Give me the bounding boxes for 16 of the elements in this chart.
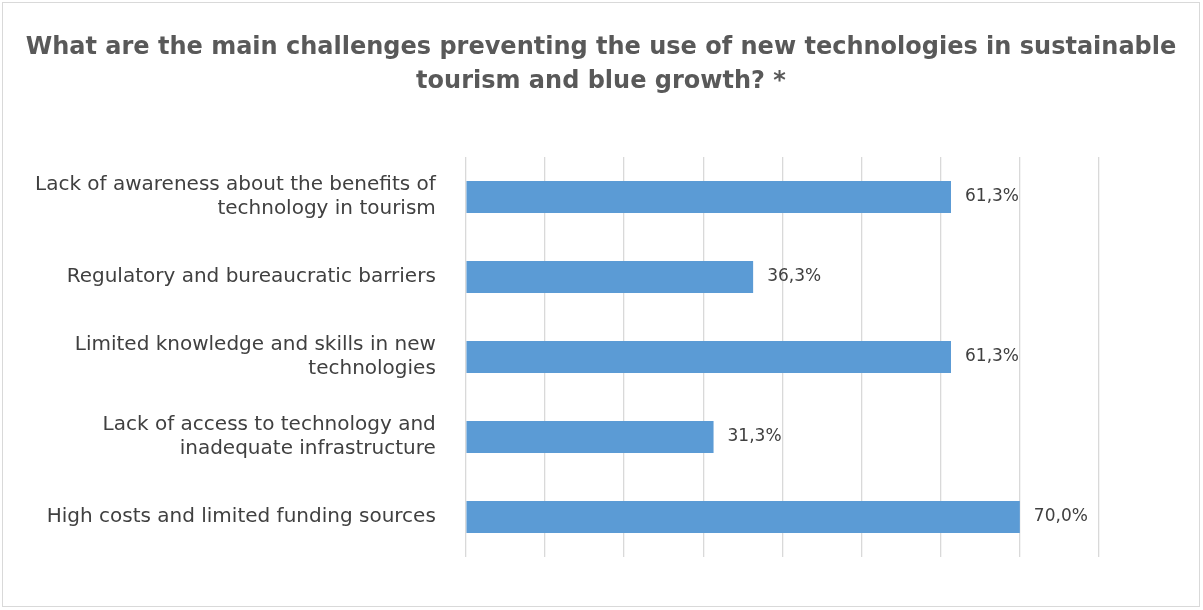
bar — [466, 261, 754, 293]
y-tick-label: Limited knowledge and skills in new technologies — [74, 331, 436, 380]
y-tick-label: Lack of access to technology and inadequate infrastructure — [102, 411, 436, 460]
bar — [466, 181, 951, 213]
data-label: 70,0% — [1033, 505, 1088, 526]
y-tick-label: Lack of awareness about the benefits of technology in tourism — [34, 171, 437, 220]
bar — [466, 501, 1020, 533]
y-tick-label: Regulatory and bureaucratic barriers — [66, 263, 436, 288]
y-tick-label: High costs and limited funding sources — [46, 503, 436, 528]
data-label: 61,3% — [964, 185, 1020, 206]
chart-title: What are the main challenges preventing the use of new technologies in sustainable tourism and blue growth? * — [24, 31, 1178, 96]
bar — [466, 341, 951, 373]
data-label: 61,3% — [964, 345, 1020, 366]
data-label: 31,3% — [727, 425, 782, 446]
data-label: 36,3% — [767, 265, 822, 286]
bar — [466, 421, 714, 453]
